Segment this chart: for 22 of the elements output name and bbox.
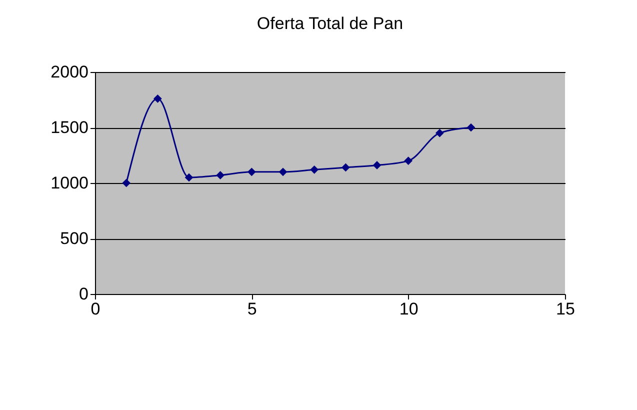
x-tick-label: 10	[399, 300, 418, 318]
y-tick-label: 0	[79, 284, 88, 304]
y-tick-label: 500	[60, 229, 88, 248]
point	[404, 156, 413, 165]
point	[216, 171, 225, 180]
point	[310, 165, 319, 174]
point	[341, 163, 350, 172]
y-tick-label: 2000	[50, 62, 88, 82]
y-tick-label: 1000	[50, 174, 88, 192]
point	[466, 123, 476, 132]
point	[372, 161, 382, 170]
y-tick-label: 1500	[50, 118, 88, 137]
point	[247, 168, 256, 176]
point	[278, 168, 288, 176]
point	[153, 94, 162, 103]
point	[184, 173, 194, 182]
x-tick-label: 15	[556, 300, 575, 318]
x-tick-label: 0	[90, 300, 100, 318]
point	[122, 178, 131, 188]
point	[435, 128, 444, 138]
chart-title: Oferta Total de Pan	[256, 14, 404, 33]
x-tick-label: 5	[247, 300, 257, 318]
